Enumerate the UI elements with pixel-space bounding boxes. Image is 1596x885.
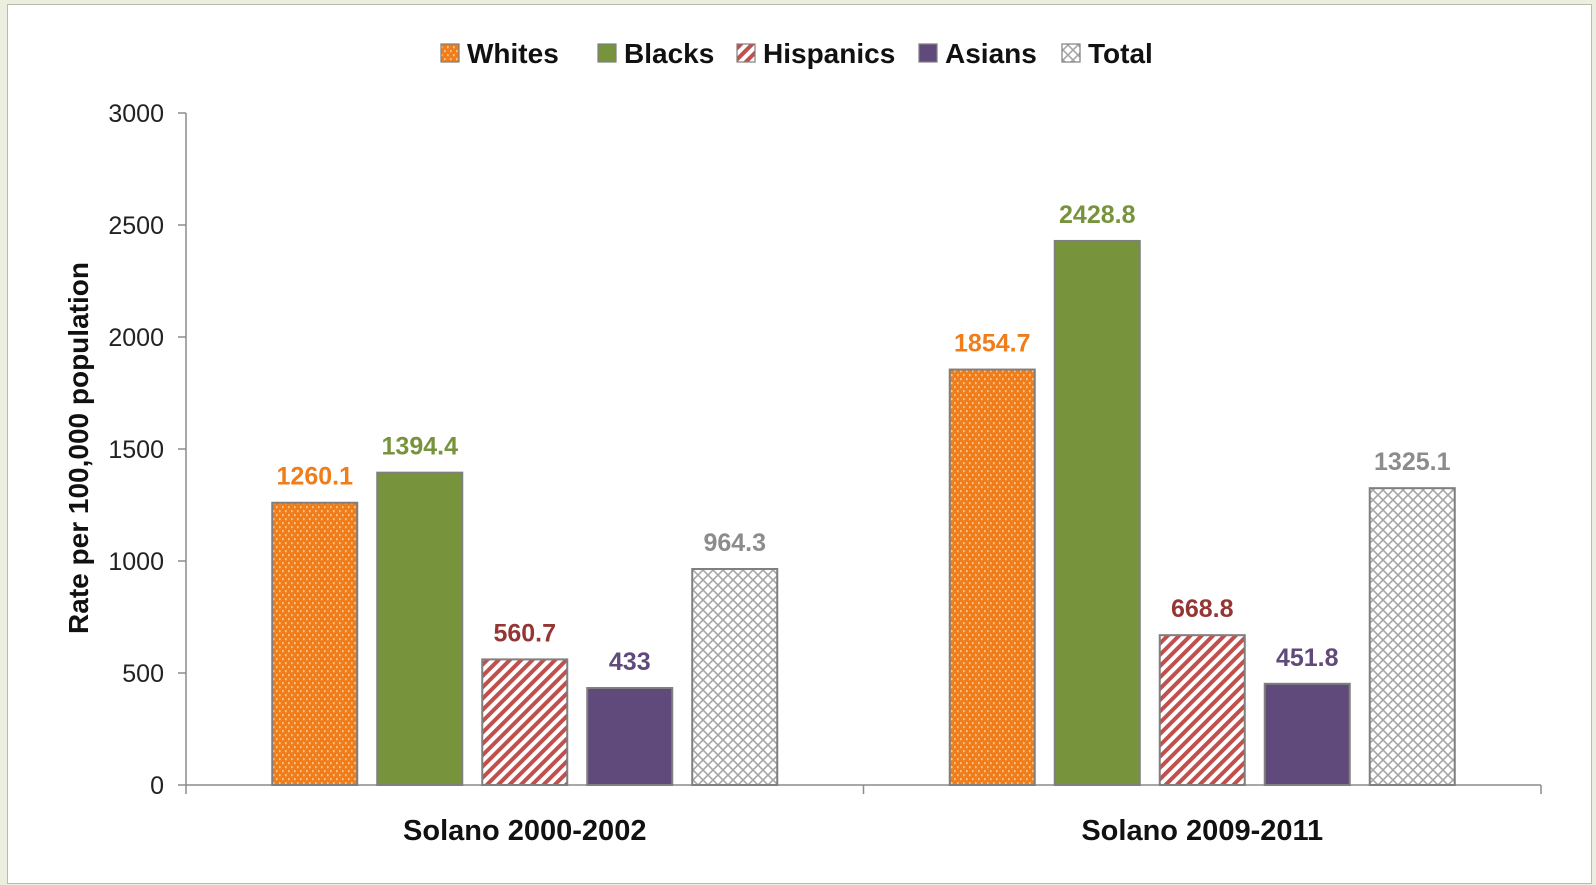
data-label-hispanics: 560.7 bbox=[493, 619, 556, 647]
y-tick-label: 2000 bbox=[108, 324, 164, 352]
x-category-label: Solano 2009-2011 bbox=[1081, 815, 1323, 847]
y-tick-label: 1000 bbox=[108, 548, 164, 576]
data-label-total: 1325.1 bbox=[1374, 448, 1451, 476]
y-tick-label: 500 bbox=[122, 660, 164, 688]
bars bbox=[271, 239, 1456, 787]
x-category-label: Solano 2000-2002 bbox=[403, 815, 646, 847]
bar-blacks-1 bbox=[376, 471, 464, 786]
legend-swatch-asians bbox=[918, 43, 938, 63]
bar-hispanics-2 bbox=[1158, 634, 1246, 786]
y-tick-label: 0 bbox=[150, 772, 164, 800]
bar-whites-1 bbox=[271, 501, 359, 786]
y-tick-label: 1500 bbox=[108, 436, 164, 464]
legend-swatch-blacks bbox=[597, 43, 617, 63]
data-label-whites: 1854.7 bbox=[954, 330, 1030, 358]
data-label-asians: 433 bbox=[609, 648, 651, 676]
bar-total-2 bbox=[1368, 487, 1456, 786]
data-label-whites: 1260.1 bbox=[277, 463, 354, 491]
legend-label-total: Total bbox=[1088, 38, 1153, 69]
legend-label-blacks: Blacks bbox=[624, 38, 714, 69]
chart-frame: Rate per 100,000 population 0 500 1000 1500… bbox=[7, 4, 1592, 884]
legend-label-whites: Whites bbox=[467, 38, 559, 69]
legend-label-hispanics: Hispanics bbox=[763, 38, 895, 69]
y-axis: 0 500 1000 1500 2000 2500 3000 bbox=[108, 100, 187, 800]
bar-whites-2 bbox=[948, 368, 1036, 786]
legend: Whites Blacks Hispanics Asians Total bbox=[440, 38, 1153, 69]
bar-chart: Rate per 100,000 population 0 500 1000 1500… bbox=[63, 38, 1542, 847]
bar-asians-2 bbox=[1263, 682, 1351, 787]
y-tick-label: 2500 bbox=[108, 212, 164, 240]
legend-swatch-whites bbox=[440, 43, 460, 63]
data-label-asians: 451.8 bbox=[1276, 644, 1339, 672]
bar-total-1 bbox=[691, 567, 779, 787]
legend-swatch-total bbox=[1061, 43, 1081, 63]
bar-hispanics-1 bbox=[481, 658, 569, 786]
bar-asians-1 bbox=[586, 687, 674, 786]
data-label-hispanics: 668.8 bbox=[1171, 595, 1234, 623]
bar-blacks-2 bbox=[1053, 239, 1141, 787]
data-label-blacks: 1394.4 bbox=[382, 433, 459, 461]
data-labels: 1260.1 1394.4 560.7 433 964.3 1854.7 2428.8 668… bbox=[277, 201, 1451, 676]
y-axis-title: Rate per 100,000 population bbox=[63, 262, 94, 634]
x-axis: Solano 2000-2002 Solano 2009-2011 bbox=[185, 784, 1542, 847]
y-tick-label: 3000 bbox=[108, 100, 164, 128]
data-label-blacks: 2428.8 bbox=[1059, 201, 1136, 229]
legend-swatch-hispanics bbox=[736, 43, 756, 63]
legend-label-asians: Asians bbox=[945, 38, 1037, 69]
data-label-total: 964.3 bbox=[703, 529, 766, 557]
